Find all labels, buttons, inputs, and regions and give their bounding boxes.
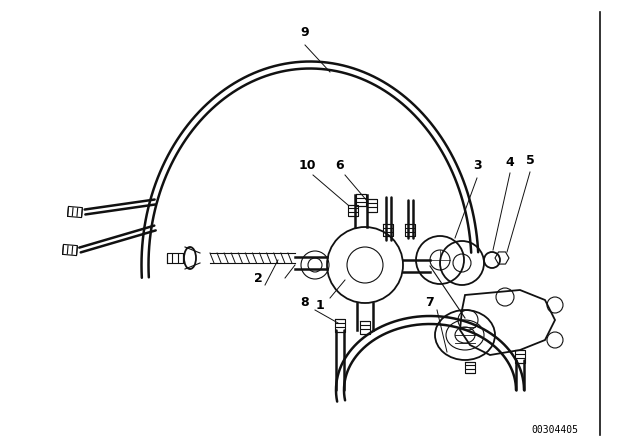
Text: 1: 1 bbox=[316, 298, 324, 311]
Text: 4: 4 bbox=[506, 155, 515, 168]
Text: 8: 8 bbox=[301, 296, 309, 309]
Text: 6: 6 bbox=[336, 159, 344, 172]
Text: 2: 2 bbox=[253, 271, 262, 284]
Text: 9: 9 bbox=[301, 26, 309, 39]
Text: 10: 10 bbox=[298, 159, 316, 172]
Text: 00304405: 00304405 bbox=[531, 425, 579, 435]
Text: 5: 5 bbox=[525, 154, 534, 167]
Text: 7: 7 bbox=[426, 296, 435, 309]
Text: 3: 3 bbox=[473, 159, 481, 172]
